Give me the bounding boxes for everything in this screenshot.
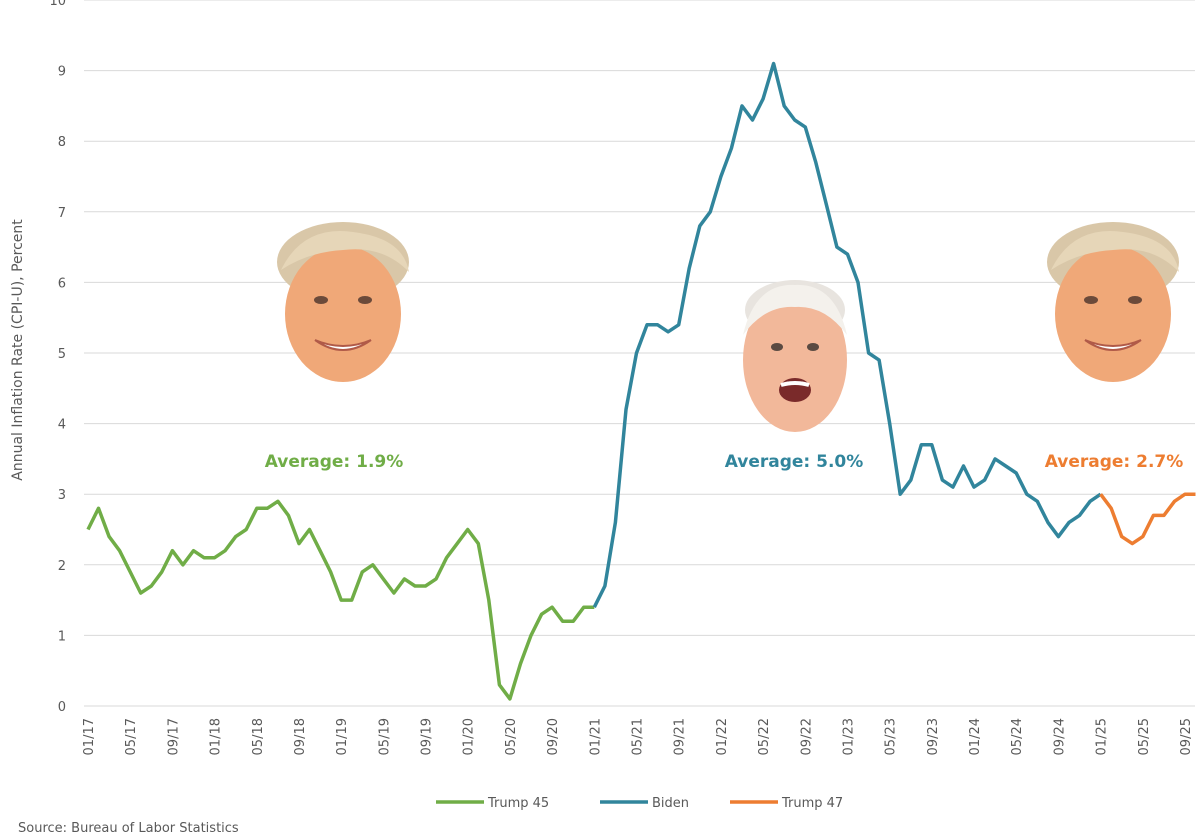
y-axis-ticks: 0 1 2 3 4 5 6 7 8 9 10	[49, 0, 66, 715]
y-tick-label: 7	[58, 206, 66, 221]
series-lines	[86, 61, 1196, 701]
trump-47-portrait	[1047, 222, 1179, 382]
source-note: Source: Bureau of Labor Statistics	[18, 821, 239, 836]
trump-45-average-label: Average: 1.9%	[265, 452, 404, 472]
x-tick-label: 01/24	[968, 718, 983, 755]
x-tick-label: 01/25	[1095, 718, 1110, 755]
y-tick-label: 9	[58, 65, 66, 80]
y-tick-label: 0	[58, 700, 66, 715]
x-tick-label: 01/20	[462, 718, 477, 755]
x-tick-label: 05/21	[631, 718, 646, 755]
x-tick-label: 09/19	[420, 718, 435, 755]
x-tick-label: 05/18	[251, 718, 266, 755]
x-tick-label: 01/21	[588, 718, 603, 755]
x-tick-label: 05/22	[757, 718, 772, 755]
x-tick-label: 09/25	[1179, 718, 1194, 755]
biden-average-label: Average: 5.0%	[725, 452, 864, 472]
x-tick-label: 01/22	[715, 718, 730, 755]
x-tick-label: 05/19	[377, 718, 392, 755]
series-line-trump-45	[86, 499, 595, 701]
series-line-trump-47	[1099, 492, 1196, 546]
x-tick-label: 09/21	[673, 718, 688, 755]
x-tick-label: 09/22	[799, 718, 814, 755]
y-tick-label: 5	[58, 347, 66, 362]
series-line-biden	[592, 61, 1102, 608]
x-tick-label: 05/23	[884, 718, 899, 755]
legend: Trump 45 Biden Trump 47	[436, 796, 843, 811]
x-axis-ticks: 01/17 05/17 09/17 01/18 05/18 09/18 01/19 05/19…	[82, 718, 1194, 755]
x-tick-label: 09/20	[546, 718, 561, 755]
x-tick-label: 09/17	[166, 718, 181, 755]
x-tick-label: 05/24	[1010, 718, 1025, 755]
y-tick-label: 3	[58, 488, 66, 503]
y-tick-label: 2	[58, 559, 66, 574]
y-tick-label: 8	[58, 135, 66, 150]
x-tick-label: 01/17	[82, 718, 97, 755]
x-tick-label: 01/23	[841, 718, 856, 755]
gridlines	[84, 0, 1195, 707]
y-tick-label: 6	[58, 276, 66, 291]
y-tick-label: 4	[58, 418, 66, 433]
trump-47-average-label: Average: 2.7%	[1045, 452, 1184, 472]
x-tick-label: 01/19	[335, 718, 350, 755]
x-tick-label: 01/18	[209, 718, 224, 755]
y-tick-label: 1	[58, 629, 66, 644]
y-tick-label: 10	[49, 0, 66, 9]
legend-label-trump-47: Trump 47	[781, 796, 843, 811]
x-tick-label: 05/25	[1137, 718, 1152, 755]
x-tick-label: 09/18	[293, 718, 308, 755]
biden-portrait	[743, 280, 847, 432]
x-tick-label: 05/20	[504, 718, 519, 755]
trump-45-portrait	[277, 222, 409, 382]
y-axis-label: Annual Inflation Rate (CPI-U), Percent	[10, 219, 26, 481]
x-tick-label: 09/23	[926, 718, 941, 755]
legend-label-trump-45: Trump 45	[487, 796, 549, 811]
x-tick-label: 09/24	[1052, 718, 1067, 755]
x-tick-label: 05/17	[124, 718, 139, 755]
legend-label-biden: Biden	[652, 796, 689, 811]
